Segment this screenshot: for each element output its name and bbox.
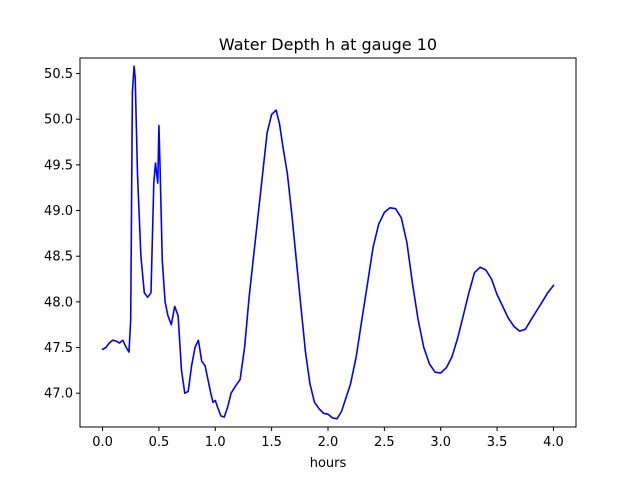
x-tick-label: 2.0 bbox=[318, 435, 339, 450]
x-tick-label: 1.0 bbox=[205, 435, 226, 450]
y-tick-label: 49.5 bbox=[44, 158, 73, 173]
x-tick-label: 4.0 bbox=[543, 435, 564, 450]
x-tick-label: 0.5 bbox=[149, 435, 170, 450]
y-tick-label: 50.5 bbox=[44, 67, 73, 82]
x-tick-label: 3.5 bbox=[487, 435, 508, 450]
y-tick-label: 47.5 bbox=[44, 341, 73, 356]
y-tick-label: 47.0 bbox=[44, 387, 73, 402]
y-tick-label: 50.0 bbox=[44, 113, 73, 128]
x-tick-label: 2.5 bbox=[374, 435, 395, 450]
series-line bbox=[101, 65, 555, 420]
x-tick-label: 3.0 bbox=[430, 435, 451, 450]
plot-frame bbox=[79, 57, 577, 428]
y-tick-label: 48.0 bbox=[44, 295, 73, 310]
x-tick-label: 0.0 bbox=[92, 435, 113, 450]
y-tick-label: 49.0 bbox=[44, 204, 73, 219]
x-axis-label: hours bbox=[310, 456, 347, 471]
y-tick-label: 48.5 bbox=[44, 250, 73, 265]
plot-area bbox=[101, 65, 555, 420]
x-tick-label: 1.5 bbox=[261, 435, 282, 450]
axis-ticks: 0.0 0.5 1.0 1.5 2.0 2.5 3.0 3.5 4.0 47.0 47.5 48.0 4… bbox=[44, 67, 564, 450]
chart-title: Water Depth h at gauge 10 bbox=[219, 35, 437, 54]
